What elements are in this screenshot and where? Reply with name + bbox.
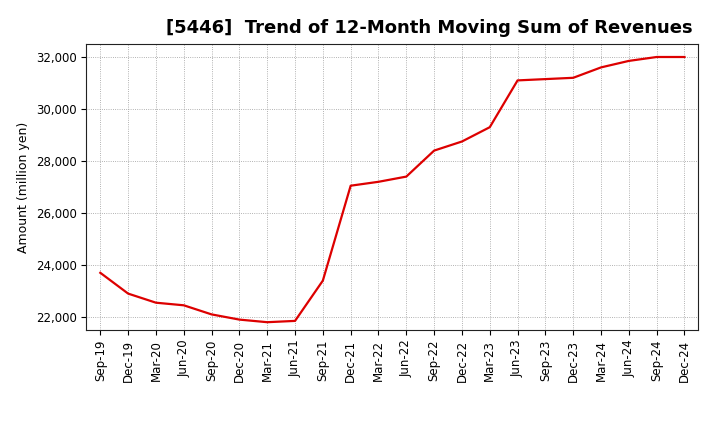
Text: [5446]  Trend of 12-Month Moving Sum of Revenues: [5446] Trend of 12-Month Moving Sum of R…: [166, 19, 693, 37]
Y-axis label: Amount (million yen): Amount (million yen): [17, 121, 30, 253]
